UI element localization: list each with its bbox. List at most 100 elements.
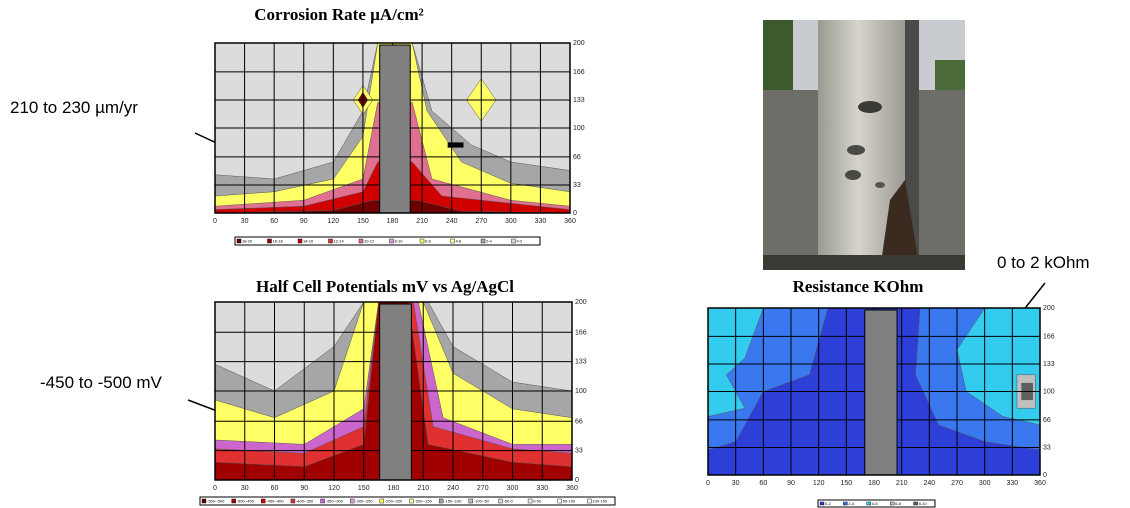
- legend-label: 50-100: [563, 499, 576, 504]
- legend-swatch: [843, 502, 847, 505]
- x-tick-label: 0: [213, 218, 217, 225]
- legend-swatch: [380, 499, 384, 503]
- legend-swatch: [867, 502, 871, 505]
- legend-label: 16-18: [273, 239, 284, 244]
- x-tick-label: 360: [566, 485, 578, 492]
- x-tick-label: 330: [1006, 480, 1018, 487]
- x-tick-label: 150: [357, 218, 369, 225]
- x-tick-label: 210: [416, 218, 428, 225]
- legend-swatch: [558, 499, 562, 503]
- legend-swatch: [321, 499, 325, 503]
- column-bar: [380, 304, 412, 480]
- y-tick-label: 166: [575, 329, 587, 336]
- x-tick-label: 210: [417, 485, 429, 492]
- y-tick-label: 133: [573, 97, 585, 104]
- x-tick-label: 240: [923, 480, 935, 487]
- y-tick-label: 0: [573, 210, 577, 217]
- x-tick-label: 360: [1034, 480, 1046, 487]
- legend-label: 6-8: [425, 239, 432, 244]
- legend-swatch: [202, 499, 206, 503]
- chart-title: Half Cell Potentials mV vs Ag/AgCl: [256, 277, 514, 296]
- annotation: 210 to 230 µm/yr: [10, 98, 138, 117]
- y-tick-label: 100: [575, 388, 587, 395]
- x-tick-label: 180: [387, 218, 399, 225]
- annotation: -450 to -500 mV: [40, 373, 163, 392]
- legend-label: -150--100: [444, 499, 462, 504]
- x-tick-label: 360: [564, 218, 576, 225]
- legend-label: 8-10: [395, 239, 404, 244]
- y-tick-label: 200: [573, 40, 585, 47]
- legend-label: 4-6: [456, 239, 463, 244]
- x-tick-label: 270: [477, 485, 489, 492]
- legend-label: 100-150: [592, 499, 607, 504]
- legend-swatch: [451, 239, 455, 243]
- legend-label: 6-8: [895, 501, 902, 506]
- y-tick-label: 100: [573, 125, 585, 132]
- legend-swatch: [439, 499, 443, 503]
- x-tick-label: 150: [840, 480, 852, 487]
- y-tick-label: 66: [1043, 417, 1051, 424]
- chart-title: Resistance KOhm: [793, 277, 924, 296]
- x-tick-label: 240: [446, 218, 458, 225]
- x-tick-label: 30: [732, 480, 740, 487]
- legend-swatch: [420, 239, 424, 243]
- x-tick-label: 30: [241, 218, 249, 225]
- legend-label: -250--200: [385, 499, 403, 504]
- y-tick-label: 100: [1043, 389, 1055, 396]
- legend-swatch: [914, 502, 918, 505]
- y-tick-label: 33: [575, 448, 583, 455]
- legend-swatch: [298, 239, 302, 243]
- y-tick-label: 0: [1043, 472, 1047, 479]
- photo: [763, 20, 965, 270]
- x-tick-label: 330: [536, 485, 548, 492]
- y-tick-label: 200: [575, 299, 587, 306]
- legend-label: 10-12: [364, 239, 375, 244]
- legend-swatch: [587, 499, 591, 503]
- x-tick-label: 120: [328, 485, 340, 492]
- legend-swatch: [890, 502, 894, 505]
- x-tick-label: 90: [787, 480, 795, 487]
- legend-label: -50-0: [503, 499, 513, 504]
- page: Corrosion survey contour maps { "corrosi…: [0, 0, 1130, 508]
- slide: Corrosion Rate µA/cm² Half Cell Potentia…: [0, 0, 1130, 508]
- y-tick-label: 166: [573, 69, 585, 76]
- legend-swatch: [390, 239, 394, 243]
- y-tick-label: 66: [573, 154, 581, 161]
- x-tick-label: 0: [213, 485, 217, 492]
- x-tick-label: 120: [813, 480, 825, 487]
- legend-swatch: [528, 499, 532, 503]
- y-tick-label: 0: [575, 477, 579, 484]
- legend-swatch: [329, 239, 333, 243]
- y-tick-label: 166: [1043, 333, 1055, 340]
- legend-swatch: [350, 499, 354, 503]
- contour-band: [448, 142, 464, 147]
- legend-swatch: [410, 499, 414, 503]
- x-tick-label: 270: [951, 480, 963, 487]
- legend-label: -200--150: [415, 499, 433, 504]
- x-tick-label: 270: [475, 218, 487, 225]
- x-tick-label: 180: [868, 480, 880, 487]
- x-tick-label: 90: [300, 218, 308, 225]
- legend-label: -100--50: [474, 499, 490, 504]
- x-tick-label: 0: [706, 480, 710, 487]
- x-tick-label: 60: [270, 218, 278, 225]
- legend-swatch: [268, 239, 272, 243]
- legend-label: 12-14: [334, 239, 345, 244]
- y-tick-label: 33: [573, 182, 581, 189]
- legend-label: 4-6: [872, 501, 879, 506]
- legend-swatch: [512, 239, 516, 243]
- y-tick-label: 133: [575, 359, 587, 366]
- legend-swatch: [359, 239, 363, 243]
- legend-swatch: [481, 239, 485, 243]
- legend-label: -500--450: [237, 499, 255, 504]
- column-bar: [865, 310, 897, 475]
- legend-label: 0-2: [825, 501, 832, 506]
- x-tick-label: 150: [358, 485, 370, 492]
- legend-label: 0-2: [517, 239, 524, 244]
- y-tick-label: 200: [1043, 305, 1055, 312]
- x-tick-label: 60: [271, 485, 279, 492]
- legend-label: -300--250: [355, 499, 373, 504]
- legend-label: 8-10: [919, 501, 928, 506]
- x-tick-label: 240: [447, 485, 459, 492]
- legend-label: 18-20: [242, 239, 253, 244]
